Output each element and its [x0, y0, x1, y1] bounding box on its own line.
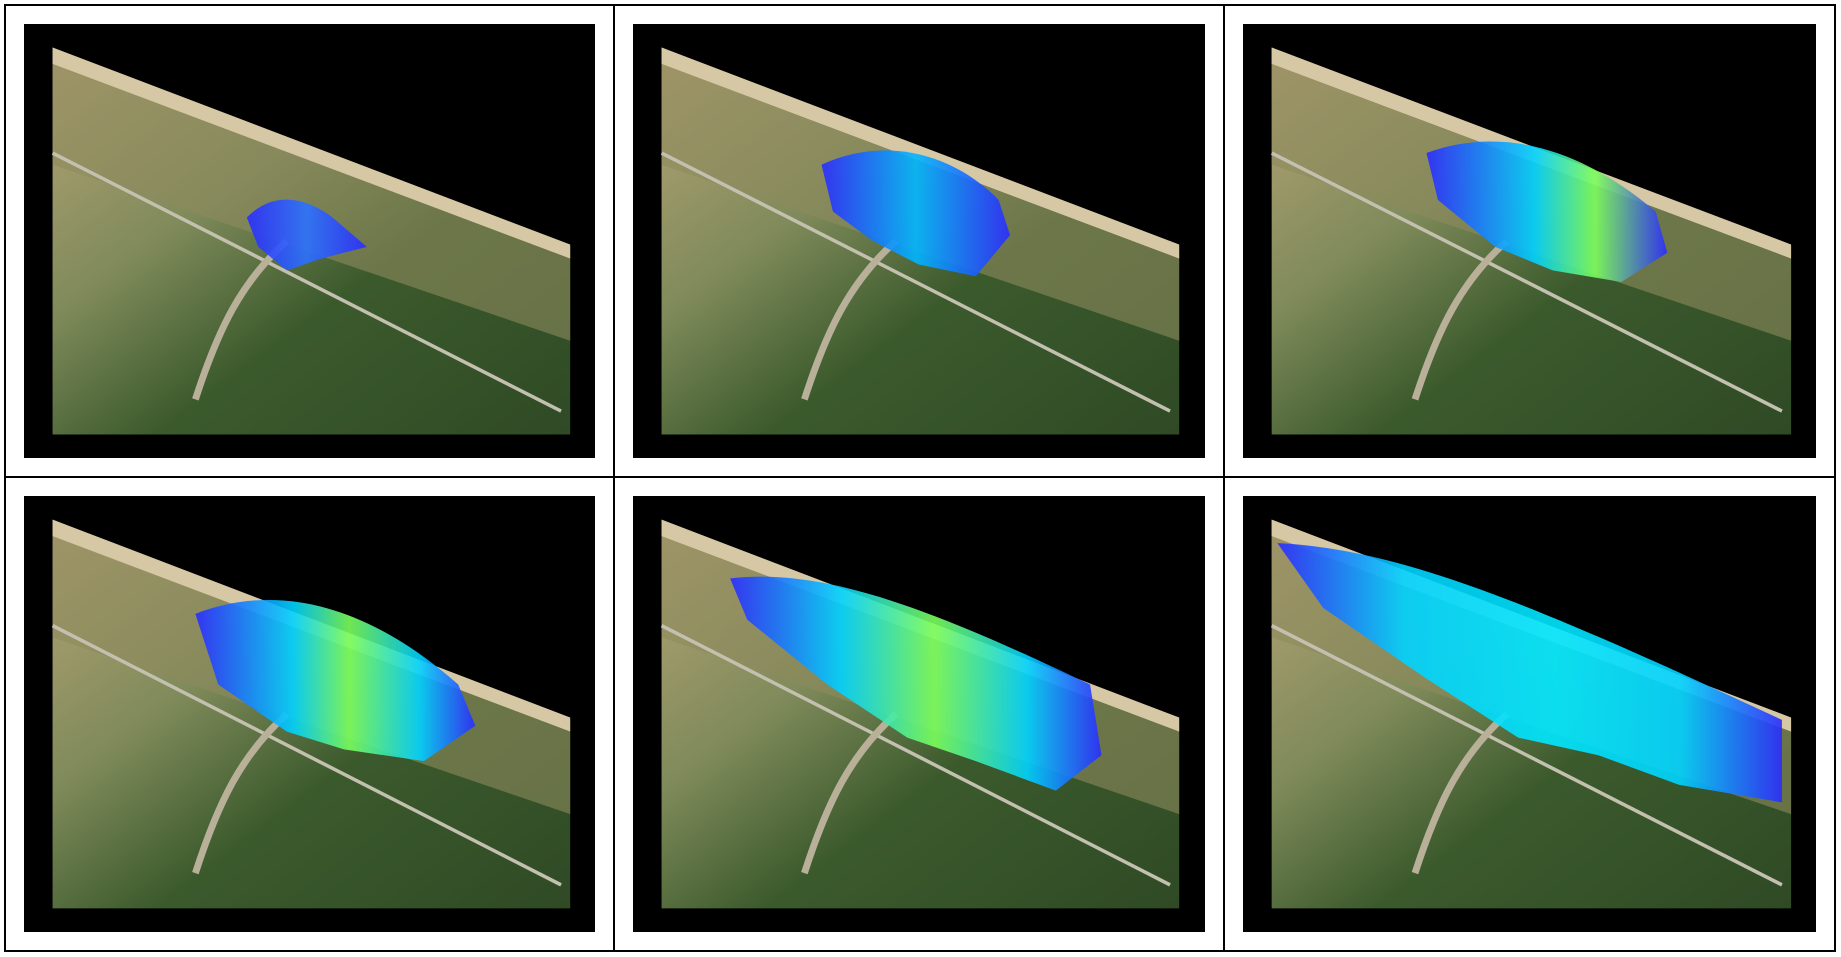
flood-extent	[1426, 141, 1667, 283]
map-5-svg	[661, 519, 1180, 909]
road	[51, 151, 562, 413]
flood-extent	[730, 576, 1102, 791]
map-1-svg	[51, 47, 571, 435]
panel-4-map	[24, 496, 596, 932]
panel-3	[1224, 6, 1834, 478]
panel-5	[615, 478, 1225, 950]
panel-2	[615, 6, 1225, 478]
panel-1	[6, 6, 616, 478]
flood-extent	[195, 599, 476, 762]
panel-6-map	[1242, 496, 1816, 932]
panel-6	[1225, 478, 1834, 950]
dune-zone	[52, 63, 571, 341]
map-4-svg	[51, 519, 571, 909]
flood-extent	[246, 199, 367, 271]
map-3-svg	[1270, 47, 1791, 435]
panel-1-map	[24, 24, 596, 458]
beach	[52, 47, 571, 259]
flood-extent	[1277, 543, 1782, 803]
panel-2-map	[633, 24, 1205, 458]
map-2-svg	[661, 47, 1180, 435]
map-6-svg	[1270, 519, 1791, 909]
panel-3-map	[1242, 24, 1816, 458]
panel-5-map	[633, 496, 1205, 932]
panel-grid	[4, 4, 1836, 952]
panel-4	[6, 478, 616, 950]
flood-extent	[821, 150, 1011, 277]
